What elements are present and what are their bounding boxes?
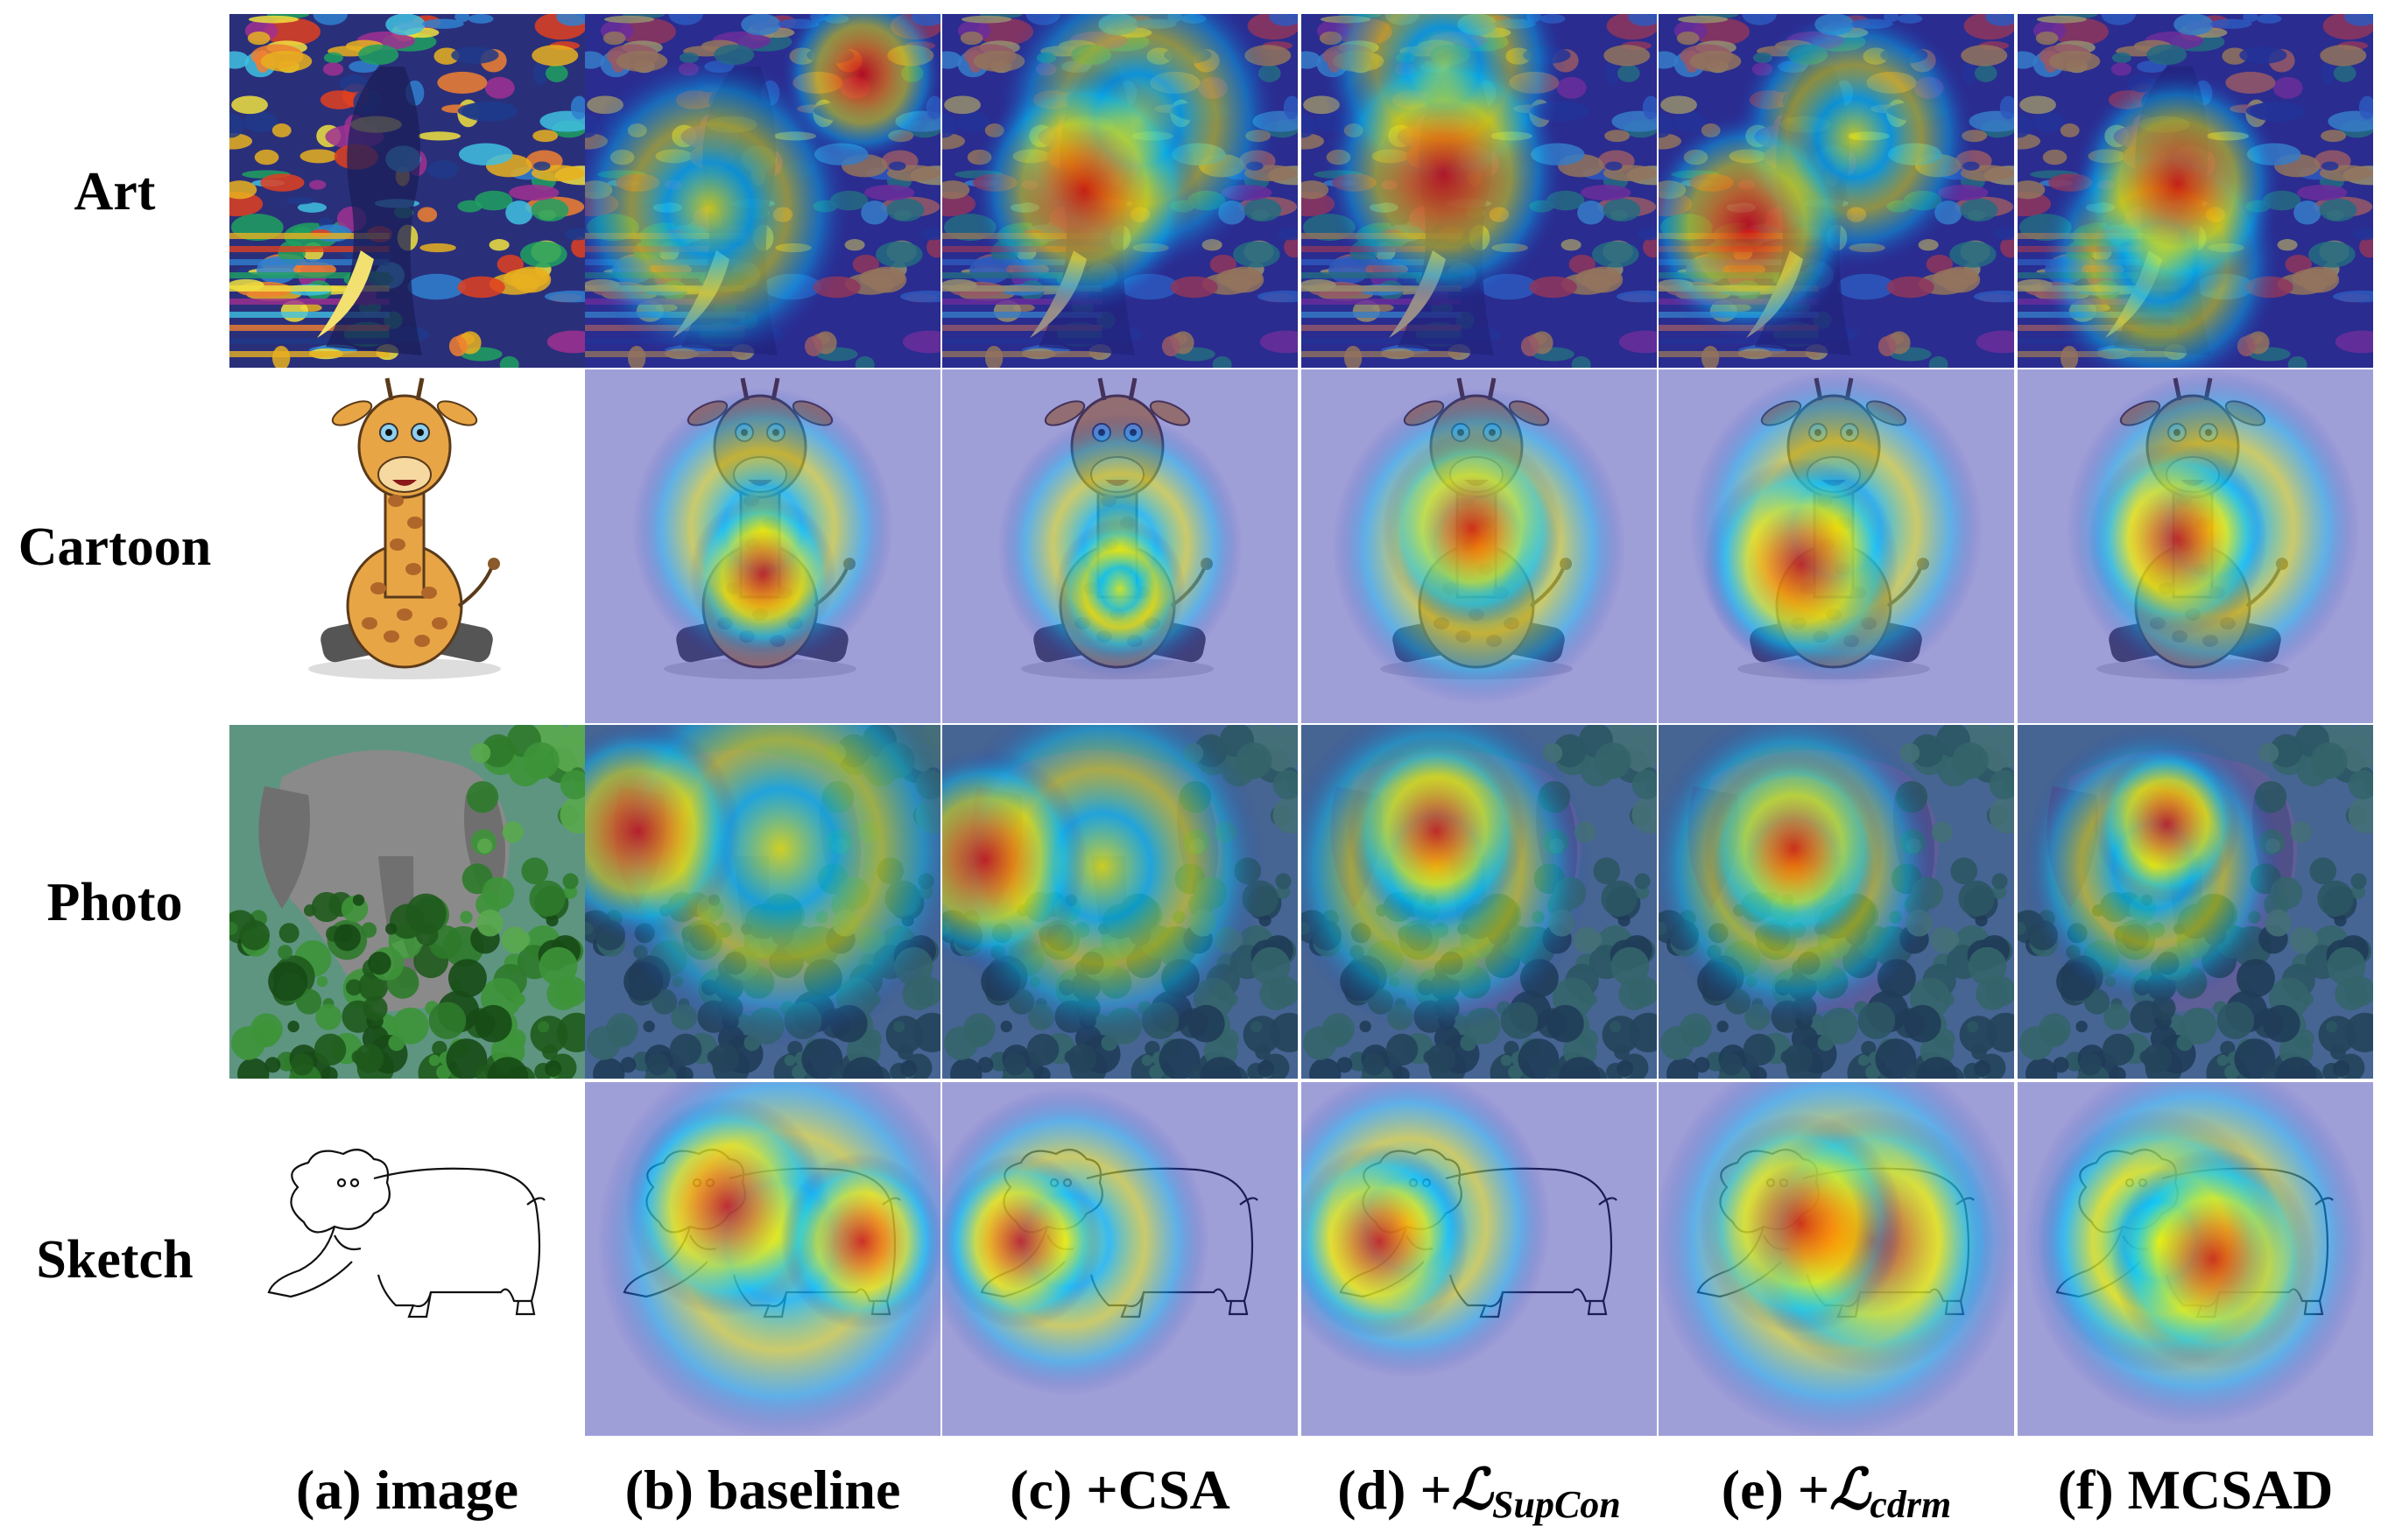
row-label-cartoon: Cartoon [18, 517, 212, 577]
cell-sketch-mcsad [2018, 1082, 2373, 1436]
heatmap-sketch-cdrm [1659, 1082, 2014, 1436]
heatmap-art-supcon [1301, 14, 1657, 368]
heatmap-art-cdrm [1659, 14, 2014, 368]
cell-art-mcsad [2018, 14, 2373, 368]
loss-symbol: ℒ [1451, 1459, 1492, 1521]
cell-cartoon-baseline [585, 369, 940, 723]
cell-sketch-supcon [1301, 1082, 1657, 1436]
column-label-csa: (c) +CSA [942, 1455, 1298, 1525]
cell-photo-baseline [585, 725, 940, 1079]
loss-subscript: cdrm [1870, 1483, 1952, 1526]
heatmap-cartoon-csa [942, 369, 1298, 723]
heatmap-art-baseline [585, 14, 940, 368]
source-image-sketch [229, 1082, 585, 1436]
column-label-image: (a) image [229, 1455, 585, 1525]
cell-cartoon-image [229, 369, 585, 723]
cell-sketch-cdrm [1659, 1082, 2014, 1436]
source-image-photo [229, 725, 585, 1079]
heatmap-photo-baseline [585, 725, 940, 1079]
cell-art-cdrm [1659, 14, 2014, 368]
cell-photo-image [229, 725, 585, 1079]
cell-art-image [229, 14, 585, 368]
column-label-prefix: (a) [295, 1459, 376, 1521]
column-label-name: MCSAD [2127, 1459, 2334, 1521]
heatmap-cartoon-supcon [1301, 369, 1657, 723]
row-label-photo: Photo [46, 873, 183, 932]
cell-cartoon-mcsad [2018, 369, 2373, 723]
heatmap-cartoon-baseline [585, 369, 940, 723]
column-label-prefix: (c) [1010, 1459, 1087, 1521]
cell-photo-supcon [1301, 725, 1657, 1079]
cell-cartoon-supcon [1301, 369, 1657, 723]
column-label-supcon: (d) +ℒSupCon [1301, 1455, 1657, 1526]
row-label-sketch: Sketch [36, 1230, 194, 1290]
column-label-cdrm: (e) +ℒcdrm [1659, 1455, 2014, 1526]
heatmap-photo-csa [942, 725, 1298, 1079]
cell-sketch-image [229, 1082, 585, 1436]
column-label-name: baseline [707, 1459, 901, 1521]
heatmap-sketch-mcsad [2018, 1082, 2373, 1436]
heatmap-sketch-csa [942, 1082, 1298, 1436]
column-label-prefix: (b) [624, 1459, 708, 1521]
heatmap-art-mcsad [2018, 14, 2373, 368]
heatmap-cartoon-cdrm [1659, 369, 2014, 723]
heatmap-sketch-baseline [585, 1082, 940, 1436]
row-label-art: Art [74, 162, 156, 222]
cell-art-supcon [1301, 14, 1657, 368]
cell-sketch-baseline [585, 1082, 940, 1436]
source-image-cartoon [229, 369, 585, 723]
column-label-prefix: (d) + [1337, 1459, 1452, 1521]
cell-cartoon-cdrm [1659, 369, 2014, 723]
column-label-prefix: (f) [2057, 1459, 2128, 1521]
heatmap-cartoon-mcsad [2018, 369, 2373, 723]
loss-symbol: ℒ [1829, 1459, 1870, 1521]
cell-art-csa [942, 14, 1298, 368]
cell-photo-csa [942, 725, 1298, 1079]
loss-subscript: SupCon [1492, 1483, 1621, 1526]
column-label-name: image [375, 1459, 519, 1521]
heatmap-photo-mcsad [2018, 725, 2373, 1079]
heatmap-photo-cdrm [1659, 725, 2014, 1079]
cell-photo-cdrm [1659, 725, 2014, 1079]
cell-photo-mcsad [2018, 725, 2373, 1079]
cell-cartoon-csa [942, 369, 1298, 723]
column-label-baseline: (b) baseline [585, 1455, 940, 1525]
cell-art-baseline [585, 14, 940, 368]
heatmap-photo-supcon [1301, 725, 1657, 1079]
source-image-art [229, 14, 585, 368]
column-label-name: +CSA [1086, 1459, 1230, 1521]
heatmap-art-csa [942, 14, 1298, 368]
column-label-prefix: (e) + [1721, 1459, 1830, 1521]
heatmap-sketch-supcon [1301, 1082, 1657, 1436]
cell-sketch-csa [942, 1082, 1298, 1436]
column-label-mcsad: (f) MCSAD [2018, 1455, 2373, 1525]
